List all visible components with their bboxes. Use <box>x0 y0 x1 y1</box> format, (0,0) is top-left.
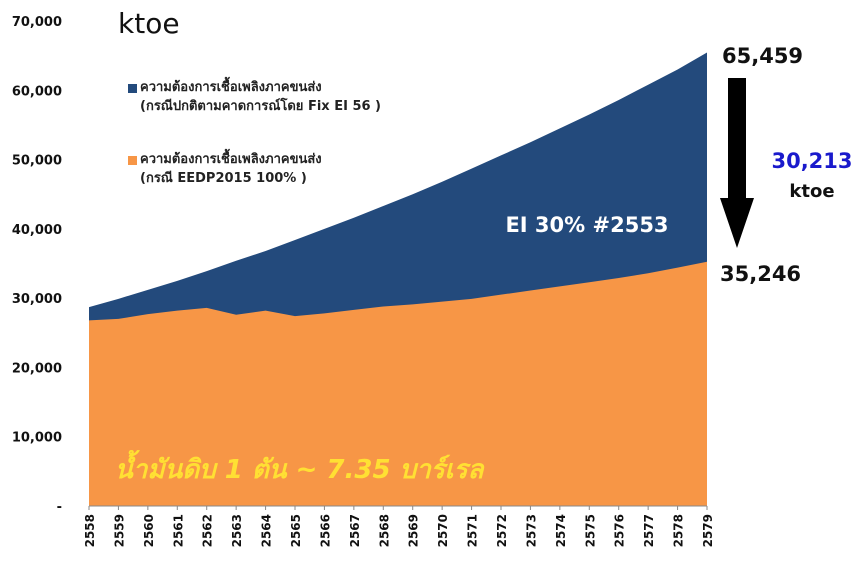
y-tick-label: 40,000 <box>12 223 62 238</box>
x-tick-label: 2573 <box>524 514 538 547</box>
annotation: 35,246 <box>720 262 801 286</box>
x-tick-label: 2564 <box>260 514 274 547</box>
legend-label: ความต้องการเชื้อเพลิงภาคขนส่ง (กรณี EEDP… <box>140 152 322 186</box>
y-tick-label: 30,000 <box>12 292 62 307</box>
x-tick-label: 2576 <box>613 514 627 547</box>
area <box>89 261 707 506</box>
x-tick-label: 2578 <box>672 514 686 547</box>
x-tick-label: 2577 <box>642 514 656 547</box>
x-tick-label: 2575 <box>583 514 597 547</box>
y-tick-label: - <box>57 500 62 515</box>
x-tick-label: 2574 <box>554 514 568 547</box>
x-tick-label: 2560 <box>142 514 156 547</box>
x-tick-label: 2558 <box>83 514 97 547</box>
legend-swatch <box>128 84 137 93</box>
x-tick-label: 2569 <box>407 514 421 547</box>
annotation: 30,213 <box>771 149 852 173</box>
x-tick-label: 2579 <box>701 514 715 547</box>
annotation: EI 30% #2553 <box>505 213 668 237</box>
annotation: 65,459 <box>722 44 803 68</box>
y-tick-label: 10,000 <box>12 431 62 446</box>
x-tick-label: 2563 <box>230 514 244 547</box>
x-tick-label: 2570 <box>436 514 450 547</box>
y-tick-label: 50,000 <box>12 154 62 169</box>
x-tick-label: 2562 <box>201 514 215 547</box>
legend-swatch <box>128 156 137 165</box>
y-unit: ktoe <box>118 7 180 40</box>
x-tick-label: 2561 <box>171 514 185 547</box>
x-tick-label: 2559 <box>112 514 126 547</box>
x-tick-label: 2572 <box>495 514 509 547</box>
annotation: ktoe <box>789 181 834 202</box>
arrow <box>720 78 754 248</box>
x-tick-label: 2571 <box>466 514 480 547</box>
x-tick-label: 2567 <box>348 514 362 547</box>
x-tick-label: 2568 <box>377 514 391 547</box>
legend-label: ความต้องการเชื้อเพลิงภาคขนส่ง (กรณีปกติต… <box>140 80 382 114</box>
x-tick-label: 2566 <box>318 514 332 547</box>
annotation: น้ำมันดิบ 1 ตัน ~ 7.35 บาร์เรล <box>115 449 486 485</box>
y-tick-label: 70,000 <box>12 15 62 30</box>
x-tick-label: 2565 <box>289 514 303 547</box>
y-tick-label: 20,000 <box>12 361 62 376</box>
y-tick-label: 60,000 <box>12 84 62 99</box>
